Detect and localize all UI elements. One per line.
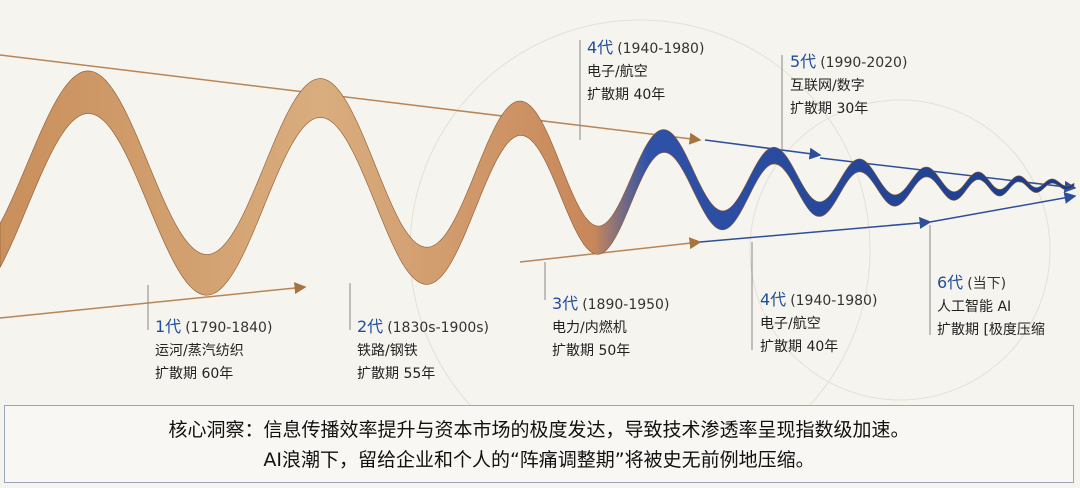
era-heading: 4代 (1940-1980) — [587, 36, 704, 61]
diffusion: 扩散期 40年 — [760, 339, 839, 355]
field: 运河/蒸汽纺织 — [155, 343, 244, 359]
field: 人工智能 AI — [937, 299, 1012, 315]
field: 电子/航空 — [760, 316, 821, 332]
field: 互联网/数字 — [790, 78, 865, 94]
arrow — [0, 54, 702, 145]
insight-line: AI浪潮下，留给企业和个人的“阵痛调整期”将被史无前例地压缩。 — [263, 449, 815, 471]
generation: 4代 — [587, 38, 614, 57]
era-label: 1代 (1790-1840) 运河/蒸汽纺织 扩散期 60年 — [155, 315, 272, 386]
period: (1940-1980) — [790, 293, 878, 309]
period: (1790-1840) — [185, 320, 273, 336]
generation: 5代 — [790, 52, 817, 71]
era-heading: 6代 (当下) — [937, 271, 1045, 296]
period: (1940-1980) — [617, 41, 705, 57]
arrow — [0, 282, 307, 319]
arrow — [929, 191, 1077, 223]
era-label: 6代 (当下) 人工智能 AI 扩散期 [极度压缩 — [937, 271, 1045, 342]
wave-ribbon — [0, 70, 1075, 296]
generation: 3代 — [552, 294, 579, 313]
era-label: 5代 (1990-2020) 互联网/数字 扩散期 30年 — [790, 50, 907, 121]
diffusion: 扩散期 60年 — [155, 366, 234, 382]
field: 铁路/钢铁 — [357, 343, 418, 359]
insight-box: 核心洞察：信息传播效率提升与资本市场的极度发达，导致技术渗透率呈现指数级加速。 … — [4, 405, 1074, 483]
era-heading: 5代 (1990-2020) — [790, 50, 907, 75]
guide-circle — [749, 99, 1051, 401]
generation: 6代 — [937, 273, 964, 292]
diffusion: 扩散期 55年 — [357, 366, 436, 382]
generation: 1代 — [155, 317, 182, 336]
era-label: 3代 (1890-1950) 电力/内燃机 扩散期 50年 — [552, 292, 669, 363]
generation: 4代 — [760, 290, 787, 309]
insight-line: 核心洞察：信息传播效率提升与资本市场的极度发达，导致技术渗透率呈现指数级加速。 — [168, 419, 910, 441]
period: (当下) — [967, 276, 1007, 292]
diffusion: 扩散期 [极度压缩 — [937, 322, 1045, 338]
era-heading: 4代 (1940-1980) — [760, 288, 877, 313]
era-heading: 1代 (1790-1840) — [155, 315, 272, 340]
arrow — [699, 216, 932, 243]
period: (1990-2020) — [820, 55, 908, 71]
era-heading: 3代 (1890-1950) — [552, 292, 669, 317]
era-label: 4代 (1940-1980) 电子/航空扩散期 40年 — [587, 36, 704, 107]
field: 电子/航空 — [587, 64, 648, 80]
arrow — [519, 237, 702, 263]
field: 电力/内燃机 — [552, 320, 627, 336]
diffusion: 扩散期 50年 — [552, 343, 631, 359]
period: (1890-1950) — [582, 297, 670, 313]
arrow — [704, 139, 822, 160]
period: (1830s-1900s) — [387, 320, 490, 336]
era-heading: 2代 (1830s-1900s) — [357, 315, 489, 340]
era-label: 4代 (1940-1980) 电子/航空扩散期 40年 — [760, 288, 877, 359]
era-label: 2代 (1830s-1900s) 铁路/钢铁扩散期 55年 — [357, 315, 489, 386]
diffusion: 扩散期 30年 — [790, 101, 869, 117]
generation: 2代 — [357, 317, 384, 336]
diffusion: 扩散期 40年 — [587, 87, 666, 103]
